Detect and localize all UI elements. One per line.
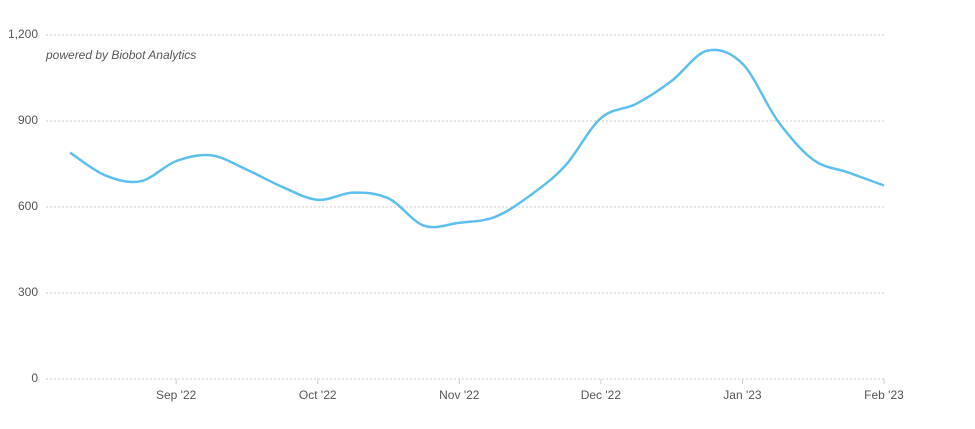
- x-tick-label: Dec '22: [581, 388, 622, 402]
- line: [69, 48, 885, 229]
- y-tick-label: 0: [31, 371, 38, 385]
- y-tick-label: 900: [18, 113, 38, 127]
- y-tick-label: 1,200: [8, 27, 38, 41]
- y-tick-label: 600: [18, 199, 38, 213]
- x-tick-label: Sep '22: [156, 388, 197, 402]
- x-tick-label: Nov '22: [439, 388, 480, 402]
- x-tick-label: Oct '22: [299, 388, 337, 402]
- x-tick-label: Feb '23: [864, 388, 904, 402]
- y-tick-label: 300: [18, 285, 38, 299]
- annotation: powered by Biobot Analytics: [45, 48, 196, 62]
- x-tick-label: Jan '23: [723, 388, 762, 402]
